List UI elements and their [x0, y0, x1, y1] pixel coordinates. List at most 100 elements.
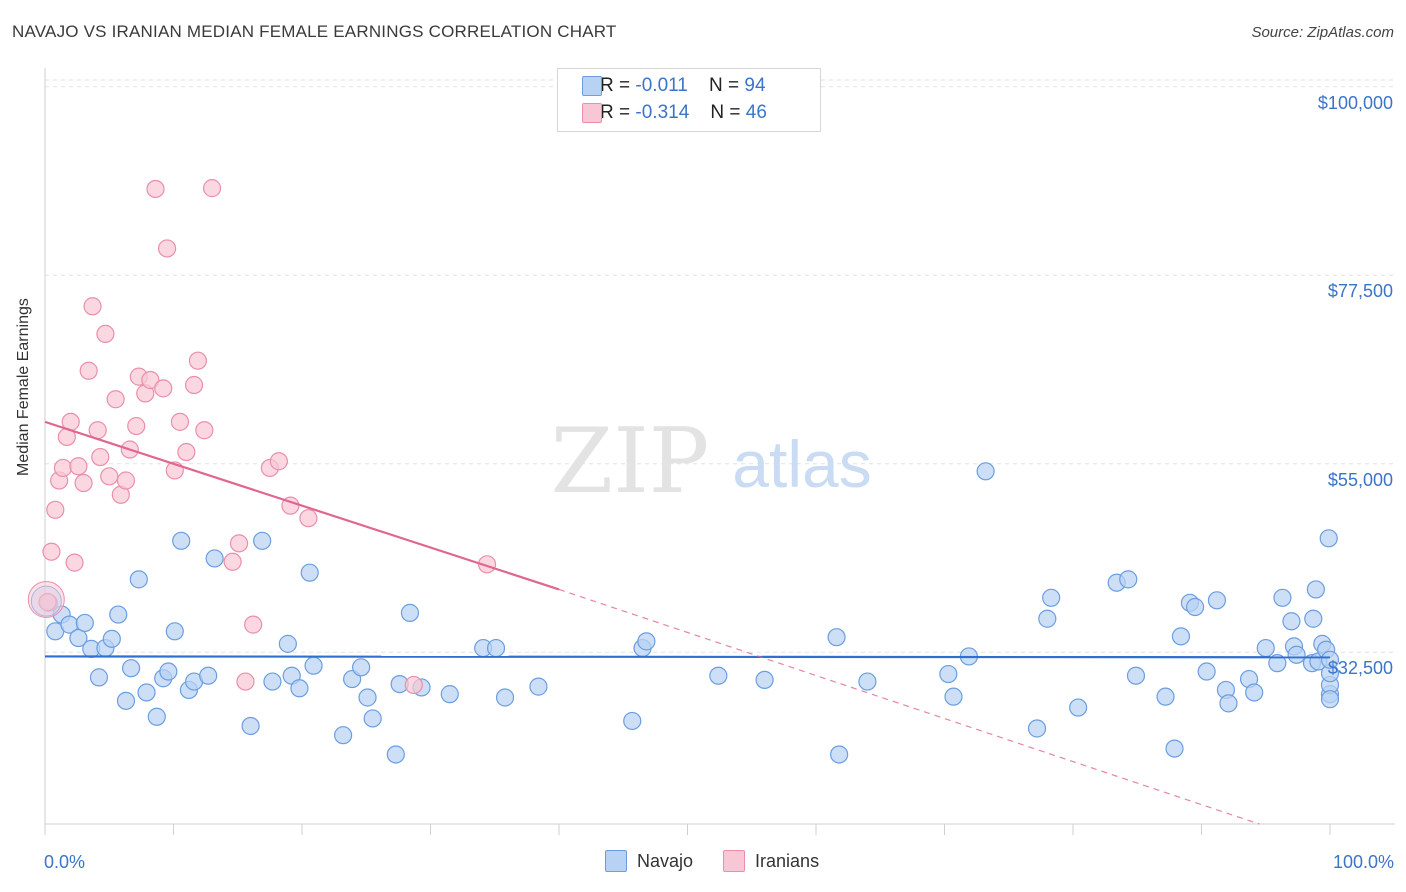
iranians-point — [195, 421, 214, 440]
navajo-point — [1304, 609, 1323, 628]
navajo-point — [976, 462, 995, 481]
iranians-point — [177, 442, 196, 462]
iranians-point — [202, 179, 222, 198]
source-label: Source: ZipAtlas.com — [1251, 24, 1394, 41]
navajo-point — [830, 745, 849, 764]
navajo-point — [386, 745, 405, 764]
iranians-point — [170, 412, 190, 431]
navajo-point — [75, 613, 94, 633]
navajo-point — [334, 726, 353, 745]
navajo-point — [121, 659, 141, 678]
navajo-point — [159, 662, 178, 681]
y-tick-label: $32,500 — [1327, 658, 1393, 679]
iranians-point — [91, 447, 110, 467]
navajo-point — [278, 634, 297, 653]
navajo-point — [486, 638, 506, 658]
legend-r-label: R = — [600, 102, 631, 123]
navajo-point — [1185, 597, 1205, 617]
chart-title: NAVAJO VS IRANIAN MEDIAN FEMALE EARNINGS… — [12, 22, 617, 41]
gridlines — [45, 79, 1395, 653]
navajo-point — [1038, 609, 1057, 628]
x-tick-right: 100.0% — [1332, 852, 1394, 872]
navajo-point — [253, 531, 272, 550]
legend-n-value: 46 — [745, 102, 767, 123]
navajo-points — [30, 462, 1340, 764]
iranians-trend-extension — [558, 588, 1260, 825]
navajo-point — [352, 658, 371, 677]
navajo-point — [1126, 666, 1146, 685]
navajo-point — [147, 707, 166, 726]
legend-r-label: R = — [600, 75, 631, 96]
navajo-point — [495, 688, 515, 707]
navajo-point — [304, 656, 323, 675]
navajo-point — [1319, 529, 1338, 548]
navajo-point — [109, 605, 128, 624]
iranians-point — [27, 580, 65, 618]
trend-lines — [44, 420, 1331, 825]
iranians-legend-swatch — [723, 850, 746, 872]
navajo-point — [241, 716, 260, 736]
navajo-point — [205, 549, 224, 568]
navajo-point — [1256, 638, 1275, 658]
navajo-point — [755, 670, 774, 690]
navajo-trend-line — [44, 655, 1331, 659]
navajo-point — [440, 685, 459, 704]
y-tick-label: $100,000 — [1317, 92, 1393, 113]
navajo-point — [137, 683, 156, 702]
iranians-points — [27, 179, 497, 695]
navajo-point — [69, 628, 88, 648]
iranians-point — [184, 375, 204, 395]
iranians-point — [157, 239, 177, 258]
iranians-point — [154, 379, 173, 398]
iranians-point — [188, 351, 208, 370]
legend-row-navajo: R = -0.011 N = 94 — [582, 73, 766, 99]
iranians-point — [42, 542, 61, 561]
navajo-point — [939, 664, 958, 684]
watermark: ZIP atlas — [551, 409, 872, 514]
legend-n-label: N = — [710, 102, 741, 123]
navajo-point — [400, 603, 420, 622]
navajo-point — [358, 688, 377, 707]
navajo-point — [116, 691, 136, 710]
navajo-point — [363, 709, 382, 728]
iranians-legend-label: Iranians — [755, 850, 820, 871]
navajo-point — [290, 679, 309, 698]
navajo-point — [1027, 719, 1047, 738]
iranians-point — [236, 672, 255, 691]
iranians-point — [127, 416, 146, 436]
navajo-point — [858, 672, 877, 691]
iranians-point — [65, 553, 84, 572]
iranians-point — [299, 509, 318, 528]
navajo-point — [944, 687, 963, 706]
navajo-point — [165, 622, 184, 641]
navajo-point — [623, 711, 642, 731]
navajo-point — [827, 628, 846, 647]
iranians-point — [79, 361, 98, 380]
navajo-point — [637, 632, 656, 651]
y-tick-label: $55,000 — [1327, 469, 1393, 490]
navajo-point — [199, 666, 218, 685]
navajo-point — [1197, 662, 1216, 681]
navajo-point — [1273, 588, 1292, 607]
navajo-point — [172, 531, 191, 550]
navajo-point — [1207, 591, 1227, 610]
iranians-swatch — [582, 103, 602, 123]
navajo-point — [1119, 570, 1138, 589]
legend-row-iranians: R = -0.314 N = 46 — [582, 100, 767, 126]
legend-r-value: -0.314 — [635, 102, 690, 123]
watermark-atlas: atlas — [732, 427, 871, 501]
navajo-point — [1320, 690, 1340, 709]
iranians-point — [106, 390, 125, 409]
iranians-point — [83, 297, 102, 316]
navajo-point — [1171, 627, 1191, 646]
navajo-point — [1069, 698, 1088, 717]
series-legend: Navajo Iranians — [605, 850, 849, 872]
axes — [44, 68, 1395, 835]
iranians-point — [74, 473, 93, 493]
navajo-point — [102, 629, 121, 648]
iranians-point — [146, 179, 165, 199]
legend-n-value: 94 — [744, 75, 766, 96]
navajo-point — [1245, 683, 1264, 702]
navajo-legend-swatch — [605, 850, 627, 872]
